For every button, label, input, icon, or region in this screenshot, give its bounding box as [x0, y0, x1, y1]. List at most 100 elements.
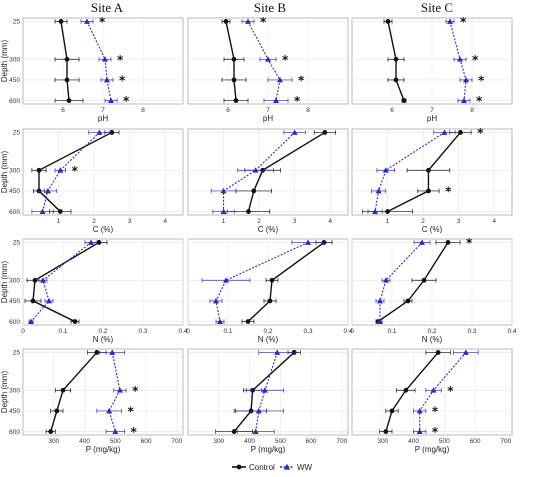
- ww-point: [457, 56, 463, 62]
- panel-ph-1: 6 7 8 25 300 450 600 pH Depth (mm) * * * *: [0, 15, 184, 123]
- control-series-line: [247, 131, 326, 212]
- x-tick-label: 7: [101, 107, 105, 114]
- control-point: [48, 429, 54, 434]
- y-tick-label: 300: [9, 57, 20, 64]
- y-tick-label: 25: [13, 130, 21, 137]
- x-axis-label: pH: [263, 114, 273, 123]
- ww-point: [44, 187, 51, 194]
- panel-n-3: 0 0.1 0.2 0.3 0.4 N (%) *: [350, 236, 517, 344]
- panel-c-2: 1 2 3 4 C (%): [187, 128, 349, 234]
- x-axis-label: C (%): [93, 225, 114, 234]
- ww-point: [112, 428, 119, 434]
- legend-ww-label: WW: [297, 463, 313, 472]
- x-tick-label: 400: [244, 438, 255, 445]
- control-point: [66, 98, 72, 103]
- panel-c-3: 1 2 3 4 C (%) * *: [351, 126, 513, 234]
- ww-point: [220, 208, 227, 214]
- ww-point: [223, 277, 229, 283]
- ww-point: [377, 318, 383, 324]
- x-axis-label: N (%): [258, 335, 279, 344]
- x-tick-label: 3: [128, 218, 132, 225]
- x-tick-label: 0.3: [303, 328, 312, 335]
- y-tick-label: 25: [13, 350, 21, 357]
- control-point: [231, 77, 237, 83]
- y-tick-label: 600: [9, 209, 20, 216]
- y-axis-label: Depth (mm): [0, 261, 9, 304]
- panel-frame: [351, 128, 513, 216]
- ww-series-line: [379, 242, 423, 322]
- x-axis-label: N (%): [93, 335, 114, 344]
- x-tick-label: 7: [430, 107, 434, 114]
- ww-series-line: [223, 132, 296, 212]
- ww-point: [255, 407, 262, 414]
- x-axis-label: pH: [98, 114, 108, 123]
- x-tick-label: 0: [350, 328, 354, 335]
- x-tick-label: 7: [266, 107, 270, 114]
- x-axis-label: P (mg/kg): [415, 445, 450, 454]
- x-tick-label: 600: [470, 438, 481, 445]
- x-tick-label: 2: [257, 218, 261, 225]
- ww-point: [416, 407, 423, 414]
- control-series-line: [377, 242, 449, 323]
- control-point: [231, 56, 237, 62]
- control-series-line: [38, 131, 113, 213]
- ww-point: [116, 387, 123, 393]
- x-tick-label: 8: [306, 107, 310, 114]
- control-point: [426, 188, 431, 194]
- control-point: [58, 19, 64, 24]
- y-tick-label: 300: [9, 388, 20, 395]
- y-axis-label: Depth (mm): [0, 151, 9, 194]
- x-tick-label: 700: [500, 438, 511, 445]
- significance-star: *: [282, 53, 289, 67]
- legend-ww-marker: [283, 463, 291, 470]
- control-series-line: [387, 21, 405, 101]
- x-tick-label: 8: [470, 107, 474, 114]
- control-point: [458, 130, 463, 135]
- ww-point: [88, 239, 94, 245]
- ww-point: [261, 387, 268, 393]
- y-tick-label: 300: [9, 168, 20, 175]
- significance-star: *: [478, 73, 485, 87]
- control-point: [64, 56, 70, 62]
- ww-point: [274, 349, 281, 355]
- panel-c-1: 1 2 3 4 25 300 450 600 C (%) Depth (mm) *: [0, 128, 184, 234]
- x-axis-label: P (mg/kg): [251, 445, 286, 454]
- panel-n-2: 0 0.1 0.2 0.3 0.4 N (%): [186, 238, 353, 344]
- significance-star: *: [99, 15, 106, 29]
- ww-point: [57, 167, 64, 173]
- control-point: [233, 98, 239, 103]
- control-point: [385, 209, 390, 214]
- ww-series-line: [108, 352, 121, 432]
- ww-point: [245, 18, 251, 24]
- x-tick-label: 300: [213, 438, 224, 445]
- control-point: [245, 319, 251, 324]
- ww-point: [217, 318, 223, 324]
- control-series-line: [387, 131, 461, 213]
- control-point: [393, 56, 399, 62]
- control-point: [223, 19, 229, 24]
- control-point: [54, 408, 60, 414]
- control-point: [57, 209, 63, 214]
- significance-star: *: [298, 73, 305, 87]
- x-tick-label: 1: [57, 218, 61, 225]
- ww-series-line: [449, 21, 467, 101]
- x-tick-label: 4: [163, 218, 167, 225]
- ww-point: [39, 208, 46, 214]
- significance-star: *: [445, 184, 452, 198]
- control-series-line: [60, 21, 70, 101]
- panel-frame: [187, 128, 349, 216]
- ww-point: [213, 297, 219, 304]
- significance-star: *: [127, 404, 134, 418]
- x-axis-label: C (%): [422, 225, 443, 234]
- y-tick-label: 25: [13, 19, 21, 26]
- y-tick-label: 450: [9, 408, 20, 415]
- y-tick-label: 25: [13, 240, 21, 247]
- ww-point: [109, 349, 116, 355]
- ww-point: [104, 76, 110, 83]
- x-tick-label: 0.4: [507, 328, 516, 335]
- x-tick-label: 0.2: [263, 328, 272, 335]
- ww-point: [84, 18, 90, 24]
- x-tick-label: 400: [79, 438, 90, 445]
- significance-star: *: [119, 73, 126, 87]
